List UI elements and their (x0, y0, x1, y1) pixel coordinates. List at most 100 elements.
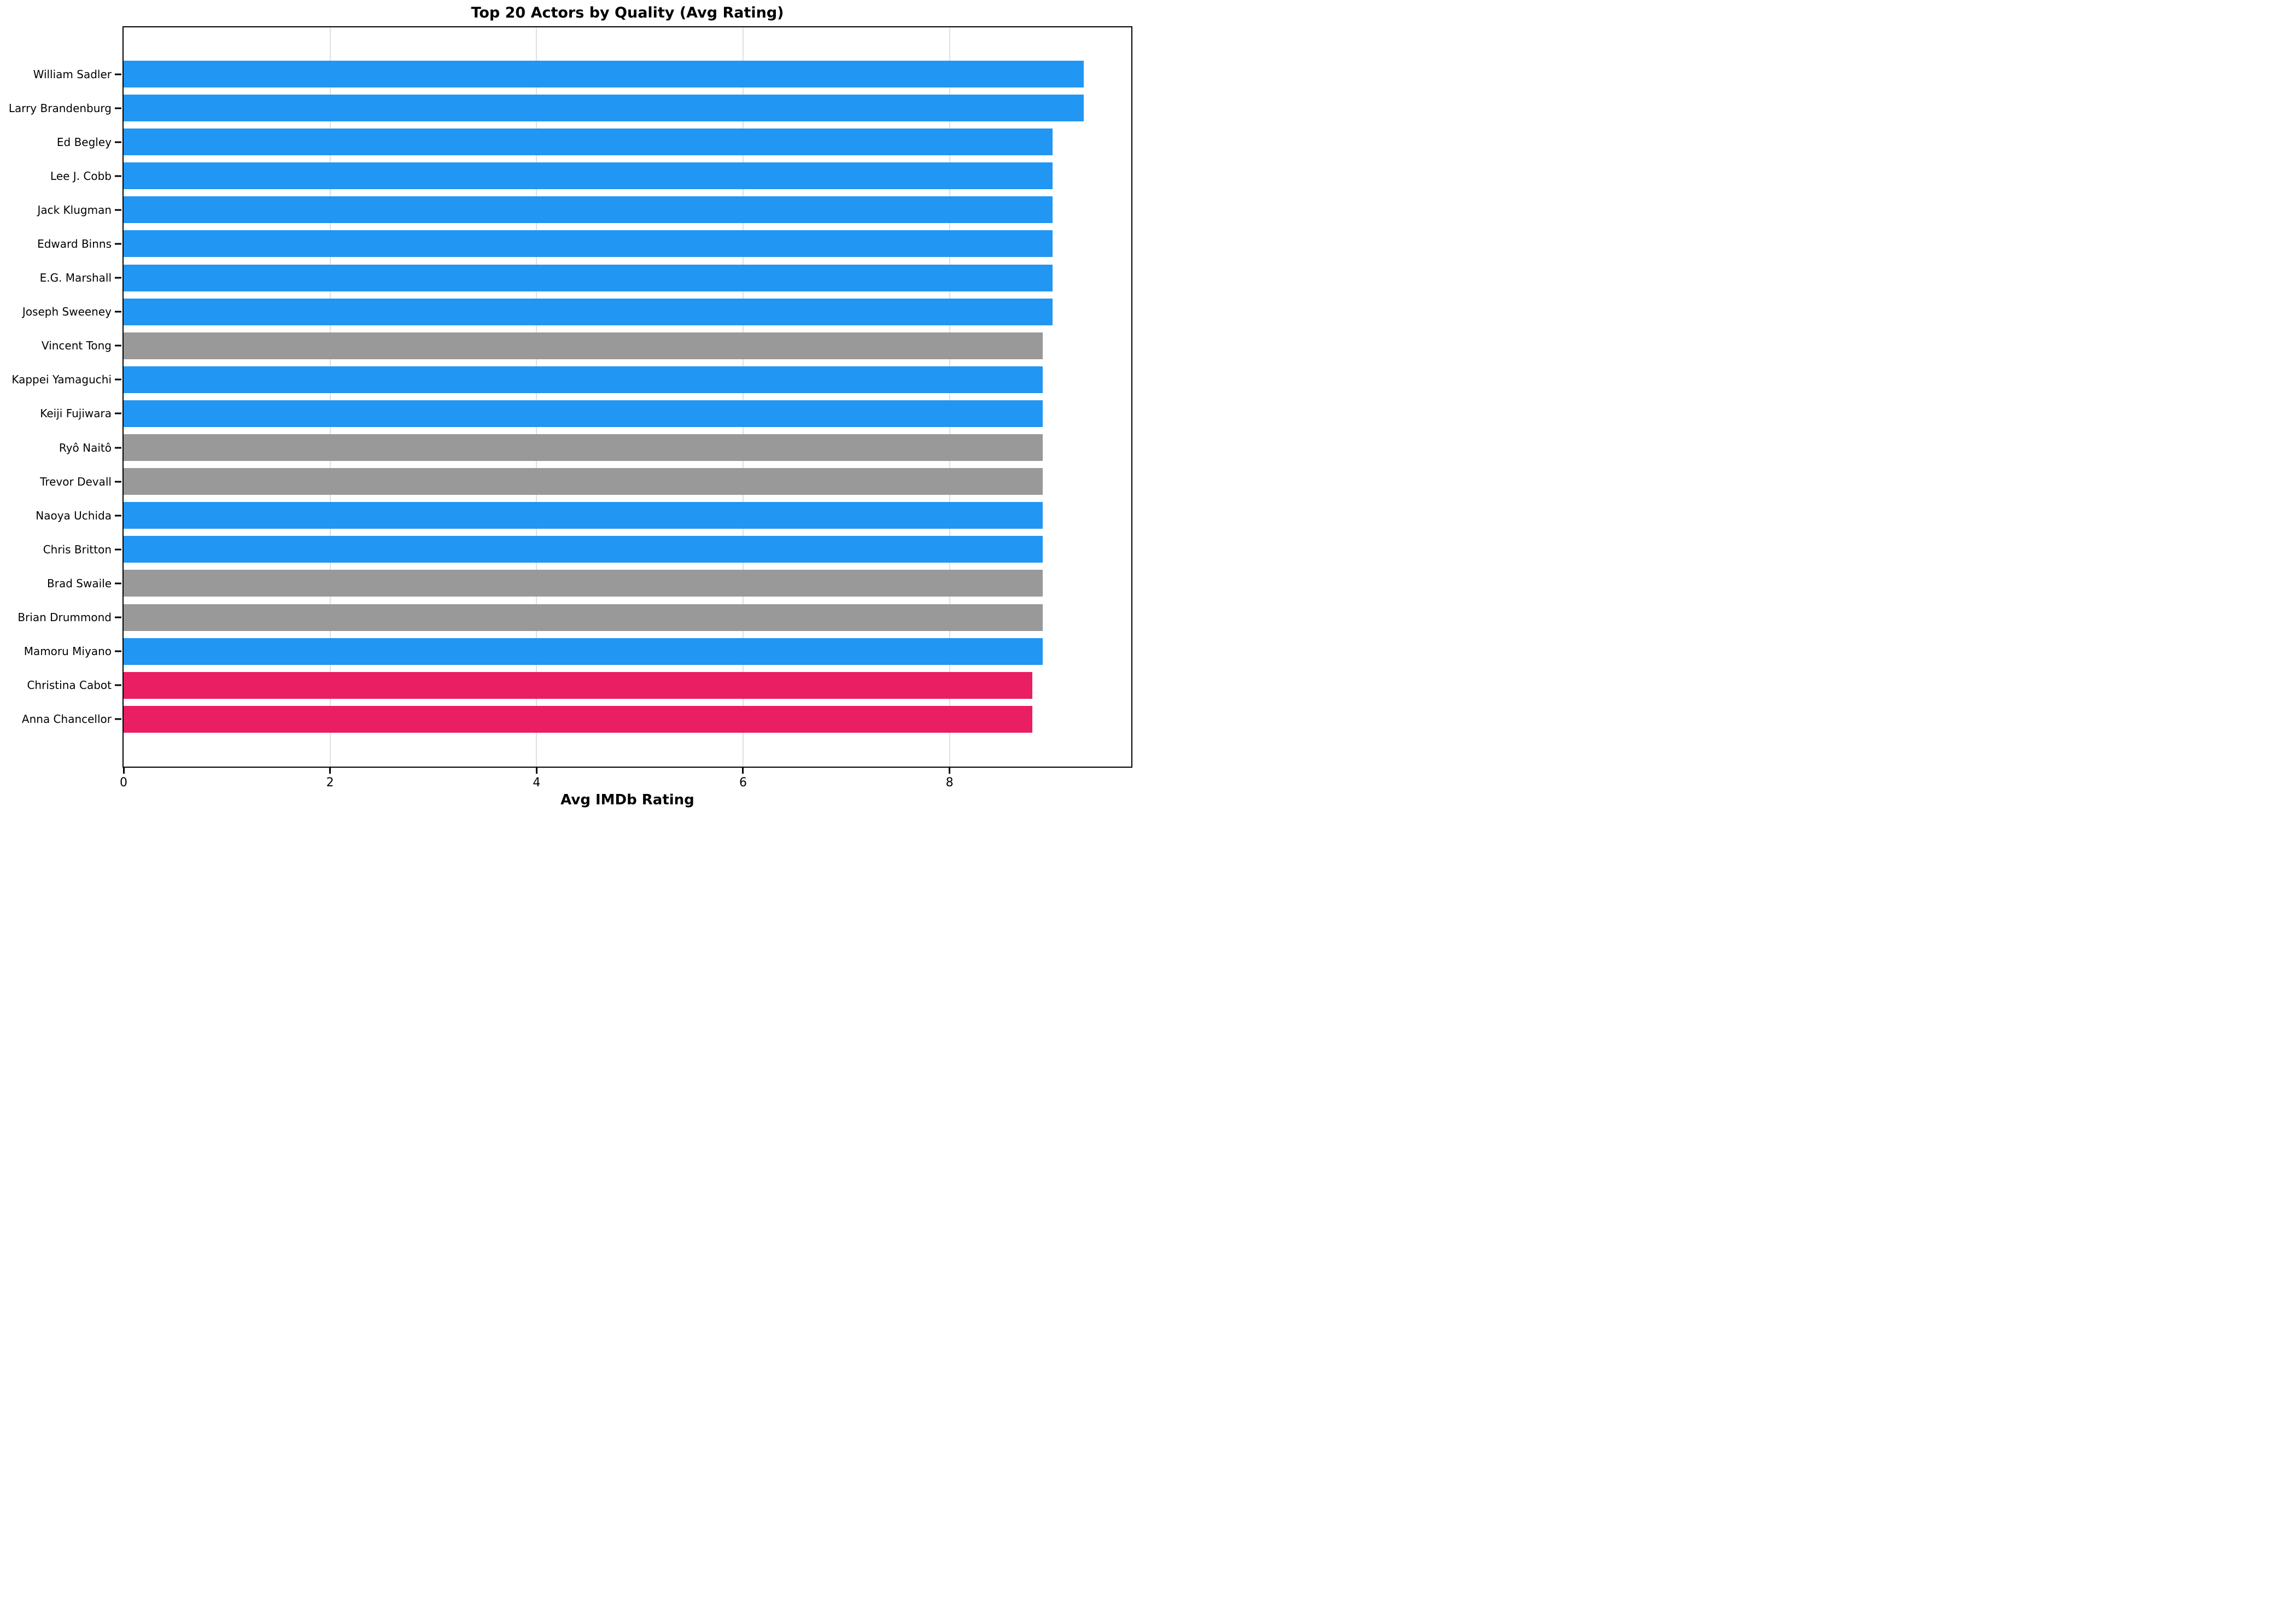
x-tick-6: 6 (739, 768, 747, 789)
y-tick-mark (115, 548, 121, 551)
rating-bar (124, 298, 1053, 325)
gridline-x-4 (536, 27, 537, 767)
x-tick-mark (949, 768, 951, 774)
bar-row: Ed Begley (57, 128, 1131, 156)
chart-title: Top 20 Actors by Quality (Avg Rating) (471, 4, 784, 21)
bar-row: Brad Swaile (47, 570, 1131, 597)
bar-row: Naoya Uchida (36, 502, 1131, 529)
y-tick-mark (115, 243, 121, 245)
rating-bar (124, 536, 1043, 563)
rating-bar (124, 196, 1053, 224)
bar-row: Keiji Fujiwara (40, 400, 1131, 427)
x-tick-mark (122, 768, 125, 774)
rating-bar (124, 400, 1043, 427)
plot-area: William Sadler Larry Brandenburg Ed Begley… (9, 26, 1132, 768)
y-axis-label: Anna Chancellor (21, 712, 112, 726)
rating-bar (124, 604, 1043, 631)
bar-row: Anna Chancellor (22, 705, 1131, 733)
y-axis-label: Kappei Yamaguchi (11, 373, 112, 387)
y-axis-label: Naoya Uchida (36, 509, 112, 522)
x-tick-4: 4 (533, 768, 540, 789)
y-tick-mark (115, 684, 121, 686)
y-tick-mark (115, 582, 121, 585)
y-tick-mark (115, 311, 121, 313)
rating-bar (124, 638, 1043, 665)
rating-bar (124, 502, 1043, 529)
rating-bar (124, 230, 1053, 258)
rating-bar (124, 128, 1053, 156)
y-axis-label: Joseph Sweeney (22, 305, 112, 319)
y-axis-label: Christina Cabot (27, 679, 112, 692)
y-axis-label: Vincent Tong (41, 339, 112, 353)
y-tick-mark (115, 515, 121, 517)
x-axis-label: Avg IMDb Rating (560, 792, 694, 808)
rating-bar (124, 264, 1053, 291)
x-tick-8: 8 (946, 768, 954, 789)
y-axis-label: Chris Britton (43, 542, 112, 556)
bar-row: Christina Cabot (27, 671, 1131, 699)
y-tick-mark (115, 447, 121, 449)
x-tick-label: 4 (533, 776, 541, 790)
bars-container: William Sadler Larry Brandenburg Ed Begley… (9, 27, 1131, 767)
bar-row: Ryô Naitô (59, 434, 1131, 462)
y-axis-label: Keiji Fujiwara (40, 407, 112, 420)
rating-bar (124, 434, 1043, 462)
y-tick-mark (115, 650, 121, 652)
y-tick-mark (115, 378, 121, 381)
y-tick-mark (115, 344, 121, 347)
bar-row: Kappei Yamaguchi (11, 366, 1131, 393)
y-axis-label: Ed Begley (56, 135, 112, 149)
y-tick-mark (115, 209, 121, 211)
y-tick-mark (115, 718, 121, 720)
x-tick-2: 2 (326, 768, 334, 789)
x-tick-label: 6 (739, 776, 747, 790)
rating-bar (124, 468, 1043, 495)
bar-row: Joseph Sweeney (22, 298, 1131, 325)
x-tick-mark (535, 768, 537, 774)
bar-row: Jack Klugman (37, 196, 1131, 224)
y-axis-label: Larry Brandenburg (8, 101, 112, 115)
gridline-x-2 (329, 27, 331, 767)
bar-row: Edward Binns (37, 230, 1131, 258)
bar-row: Brian Drummond (17, 604, 1131, 631)
rating-bar (124, 162, 1053, 190)
chart-figure: Top 20 Actors by Quality (Avg Rating) Wi… (0, 0, 1140, 812)
y-tick-mark (115, 277, 121, 279)
bar-row: Vincent Tong (42, 332, 1131, 359)
x-tick-label: 8 (945, 776, 954, 790)
rating-bar (124, 705, 1032, 733)
rating-bar (124, 61, 1084, 87)
rating-bar (124, 366, 1043, 393)
x-tick-mark (742, 768, 744, 774)
rating-bar (124, 671, 1032, 699)
bar-row: William Sadler (33, 61, 1131, 87)
y-axis-label: Ryô Naitô (59, 441, 112, 454)
y-axis-label: Jack Klugman (37, 203, 112, 217)
y-tick-mark (115, 141, 121, 143)
bar-row: Lee J. Cobb (50, 162, 1131, 190)
rating-bar (124, 570, 1043, 597)
y-tick-mark (115, 73, 121, 75)
rating-bar (124, 95, 1084, 122)
x-tick-label: 0 (120, 776, 127, 790)
y-tick-mark (115, 481, 121, 483)
bar-row: Larry Brandenburg (9, 95, 1131, 122)
y-tick-mark (115, 412, 121, 414)
gridline-x-8 (949, 27, 950, 767)
bar-row: Trevor Devall (40, 468, 1131, 495)
y-tick-mark (115, 616, 121, 618)
bar-row: Chris Britton (43, 536, 1131, 563)
y-axis-label: Trevor Devall (40, 475, 112, 488)
y-tick-mark (115, 175, 121, 177)
x-tick-0: 0 (120, 768, 127, 789)
y-axis-label: Brad Swaile (47, 576, 112, 590)
gridline-x-6 (742, 27, 744, 767)
bar-row: E.G. Marshall (40, 264, 1131, 291)
x-tick-mark (329, 768, 331, 774)
y-axis-label: E.G. Marshall (39, 271, 112, 285)
y-axis-label: Lee J. Cobb (50, 169, 112, 183)
x-tick-label: 2 (326, 776, 334, 790)
y-axis-label: Brian Drummond (17, 611, 112, 624)
y-axis-label: Edward Binns (37, 237, 112, 250)
bar-row: Mamoru Miyano (24, 638, 1131, 665)
